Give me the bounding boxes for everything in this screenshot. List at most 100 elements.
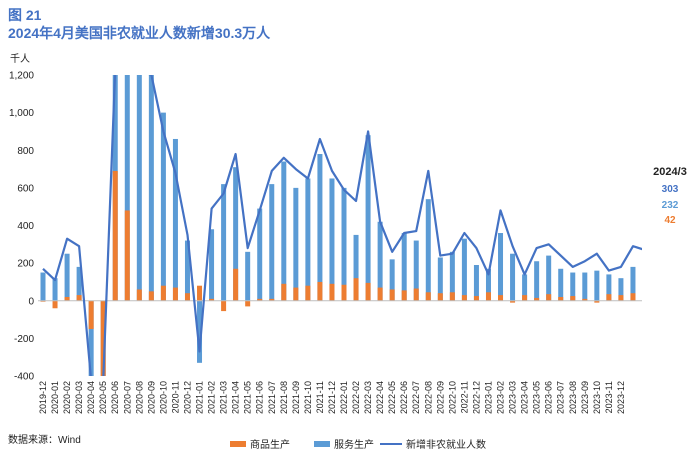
bar-goods: [546, 294, 552, 301]
x-tick-label: 2022-04: [375, 381, 385, 414]
bar-goods: [172, 287, 178, 301]
legend-total: 新增非农就业人数: [380, 436, 486, 451]
bar-goods: [305, 285, 311, 301]
x-axis-ticks: 2019-12 2020-01 2020-02 2020-03 2020-04 2020-…: [38, 381, 626, 414]
bar-goods: [473, 296, 479, 301]
bar-goods: [606, 294, 612, 301]
bar-services: [88, 300, 94, 376]
bar-goods: [257, 298, 263, 301]
bar-goods: [389, 289, 395, 301]
bars: [40, 75, 660, 376]
annotation-total: 303: [661, 184, 679, 195]
bar-services: [40, 272, 46, 301]
bar-goods: [353, 278, 359, 301]
legend-services: 服务生产: [314, 436, 374, 451]
y-tick-label: -200: [14, 334, 34, 345]
line-series: [42, 75, 642, 376]
x-tick-label: 2019-12: [38, 381, 48, 414]
bar-goods: [209, 298, 215, 301]
chart-title: 2024年4月美国非农就业人数新增30.3万人: [8, 25, 271, 41]
y-tick-label: 1,000: [9, 108, 34, 119]
y-tick-label: 1,200: [9, 71, 34, 82]
x-tick-label: 2021-06: [255, 381, 265, 414]
bar-goods: [510, 300, 516, 303]
x-tick-label: 2020-10: [158, 381, 168, 414]
bar-services: [269, 184, 275, 301]
bar-goods: [64, 296, 70, 301]
bar-services: [341, 187, 347, 301]
bar-services: [570, 272, 576, 301]
bar-services: [618, 278, 624, 301]
bar-services: [377, 221, 383, 301]
bar-goods: [100, 300, 106, 376]
x-tick-label: 2021-08: [279, 381, 289, 414]
bar-services: [329, 178, 335, 301]
bar-services: [148, 75, 154, 301]
bar-goods: [582, 298, 588, 301]
bar-services: [425, 199, 431, 301]
y-tick-label: 800: [17, 146, 34, 157]
x-tick-label: 2021-11: [315, 381, 325, 413]
x-tick-label: 2022-01: [339, 381, 349, 414]
y-axis-ticks: -400 -200 0 200 400 600 800 1,000 1,200: [9, 71, 34, 383]
bar-goods: [377, 287, 383, 301]
bar-goods: [112, 170, 118, 301]
bar-services: [245, 251, 251, 301]
x-tick-label: 2023-02: [496, 381, 506, 414]
legend-goods: 商品生产: [230, 436, 290, 451]
x-tick-label: 2020-02: [62, 381, 72, 414]
bar-goods: [534, 297, 540, 301]
x-tick-label: 2021-10: [303, 381, 313, 414]
x-tick-label: 2021-05: [243, 381, 253, 414]
bar-goods: [233, 268, 239, 301]
x-tick-label: 2022-08: [423, 381, 433, 414]
x-tick-label: 2022-05: [387, 381, 397, 414]
bar-goods: [281, 283, 287, 301]
bar-services: [233, 167, 239, 301]
bar-goods: [485, 292, 491, 301]
bar-goods: [184, 293, 190, 301]
x-tick-label: 2022-02: [351, 381, 361, 414]
bar-goods: [293, 287, 299, 301]
x-tick-label: 2023-05: [532, 381, 542, 414]
x-tick-label: 2020-09: [146, 381, 156, 414]
y-axis-unit: 千人: [10, 54, 30, 65]
x-tick-label: 2020-08: [134, 381, 144, 414]
bar-goods: [221, 300, 227, 312]
bar-services: [461, 238, 467, 301]
bar-services: [160, 112, 166, 301]
legend-services-label: 服务生产: [334, 440, 374, 451]
bar-goods: [630, 293, 636, 301]
x-tick-label: 2021-03: [219, 381, 229, 414]
legend-goods-label: 商品生产: [250, 440, 290, 451]
bar-goods: [148, 291, 154, 301]
bar-goods: [52, 300, 58, 309]
bar-services: [401, 233, 407, 301]
bar-goods: [618, 295, 624, 301]
x-tick-label: 2020-11: [170, 381, 180, 413]
bar-services: [643, 271, 648, 301]
bar-services: [594, 270, 600, 301]
y-tick-label: -400: [14, 372, 34, 383]
bar-services: [413, 240, 419, 301]
bar-goods: [269, 298, 275, 301]
bar-services: [630, 266, 636, 301]
y-tick-label: 0: [28, 296, 34, 307]
line-total-employment: [42, 75, 642, 376]
bar-services: [209, 229, 215, 301]
bar-goods: [449, 292, 455, 301]
bar-goods: [413, 288, 419, 301]
bar-goods: [655, 293, 660, 301]
bar-goods: [160, 285, 166, 301]
bar-services: [449, 251, 455, 301]
bar-services: [317, 154, 323, 301]
x-tick-label: 2023-06: [544, 381, 554, 414]
bar-services: [546, 255, 552, 301]
bar-goods: [124, 210, 130, 301]
x-tick-label: 2023-04: [520, 381, 530, 414]
bar-goods: [136, 289, 142, 301]
bar-goods: [401, 290, 407, 301]
bar-services: [437, 257, 443, 301]
bar-goods: [558, 296, 564, 301]
annotation-period: 2024/3: [653, 166, 687, 178]
